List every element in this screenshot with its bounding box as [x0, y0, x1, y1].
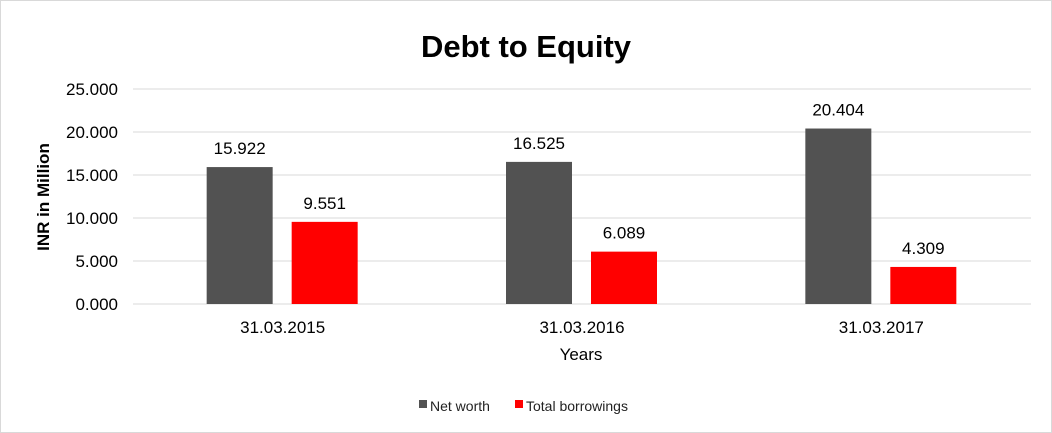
data-label: 20.404: [812, 101, 864, 120]
x-tick-label: 31.03.2017: [839, 318, 924, 337]
legend-label: Total borrowings: [526, 398, 628, 414]
legend-swatch: [515, 400, 523, 408]
bar-total-borrowings: [291, 221, 358, 304]
y-tick-label: 10.000: [66, 209, 118, 228]
bar-net-worth: [206, 167, 273, 304]
bar-total-borrowings: [591, 251, 657, 304]
y-tick-label: 5.000: [75, 252, 118, 271]
y-tick-label: 25.000: [66, 80, 118, 99]
bar-net-worth: [506, 161, 572, 304]
x-axis-label: Years: [560, 345, 603, 364]
data-label: 9.551: [303, 194, 346, 213]
y-tick-label: 20.000: [66, 123, 118, 142]
y-tick-label: 0.000: [75, 295, 118, 314]
data-label: 16.525: [513, 134, 565, 153]
legend-swatch: [419, 400, 427, 408]
data-label: 6.089: [603, 224, 646, 243]
x-tick-label: 31.03.2015: [240, 318, 325, 337]
chart-title: Debt to Equity: [421, 29, 632, 64]
bar-net-worth: [805, 128, 872, 304]
y-tick-label: 15.000: [66, 166, 118, 185]
data-label: 4.309: [902, 239, 945, 258]
x-tick-label: 31.03.2016: [539, 318, 624, 337]
y-axis-label: INR in Million: [34, 143, 53, 251]
data-label: 15.922: [214, 139, 266, 158]
legend-label: Net worth: [430, 398, 490, 414]
bar-total-borrowings: [890, 266, 957, 304]
